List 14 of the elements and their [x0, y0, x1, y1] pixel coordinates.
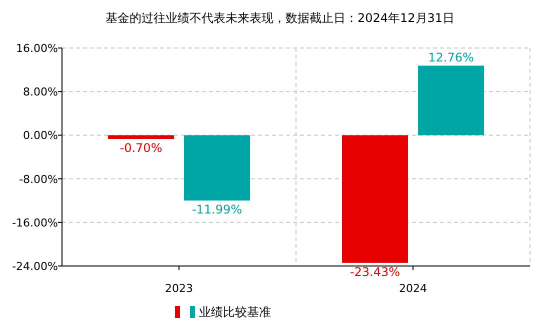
y-tick-label: 8.00% [23, 86, 58, 99]
legend-label: 业绩比较基准 [199, 305, 271, 319]
y-tick-label: 0.00% [23, 129, 58, 142]
x-tick-label: 2023 [165, 282, 193, 295]
y-tick-label: 16.00% [16, 42, 58, 55]
chart-title: 基金的过往业绩不代表未来表现，数据截止日：2024年12月31日 [105, 11, 455, 25]
data-label: -0.70% [120, 141, 162, 156]
data-label: -23.43% [350, 264, 400, 279]
data-label: -11.99% [192, 202, 242, 217]
data-label: 12.76% [428, 50, 474, 65]
x-tick-label: 2024 [399, 282, 427, 295]
y-tick-label: -16.00% [12, 216, 58, 230]
y-tick-label: -24.00% [12, 260, 58, 273]
y-tick-label: -8.00% [19, 172, 58, 186]
